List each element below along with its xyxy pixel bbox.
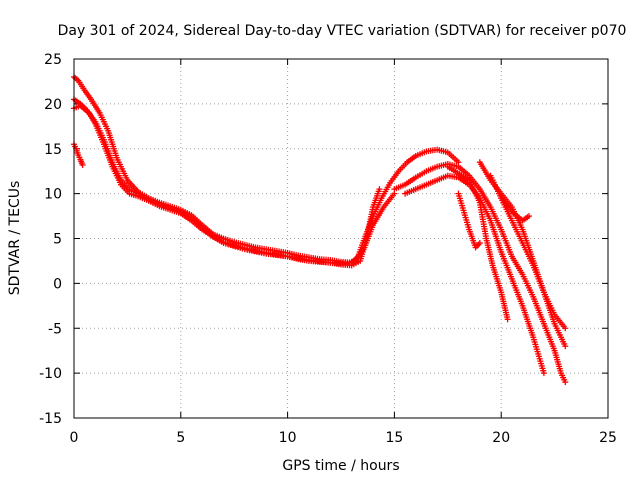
y-tick-label: 25 bbox=[44, 52, 62, 68]
data-point bbox=[540, 370, 547, 377]
data-point bbox=[562, 325, 569, 332]
x-axis-title: GPS time / hours bbox=[282, 458, 399, 474]
x-tick-label: 20 bbox=[492, 430, 510, 446]
y-tick-label: -5 bbox=[48, 321, 62, 337]
y-tick-label: 20 bbox=[44, 97, 62, 113]
x-tick-label: 15 bbox=[385, 430, 403, 446]
y-axis-title: SDTVAR / TECUs bbox=[7, 181, 23, 296]
y-tick-label: 15 bbox=[44, 142, 62, 158]
data-point bbox=[376, 186, 383, 193]
data-point bbox=[562, 379, 569, 386]
tick-labels: 0 5 10 15 20 25 25 20 15 10 5 0 -5 -10 -15 bbox=[39, 52, 617, 446]
x-tick-label: 0 bbox=[70, 430, 79, 446]
y-tick-label: 10 bbox=[44, 187, 62, 203]
y-tick-label: -15 bbox=[39, 411, 62, 427]
y-tick-label: -10 bbox=[39, 366, 62, 382]
y-tick-label: 5 bbox=[53, 232, 62, 248]
x-tick-label: 5 bbox=[176, 430, 185, 446]
x-tick-label: 25 bbox=[599, 430, 617, 446]
data-markers bbox=[71, 73, 569, 386]
data-point bbox=[504, 316, 511, 323]
chart-title: Day 301 of 2024, Sidereal Day-to-day VTE… bbox=[58, 23, 627, 39]
y-tick-label: 0 bbox=[53, 276, 62, 292]
data-point bbox=[79, 161, 86, 168]
data-point bbox=[476, 239, 483, 246]
data-point bbox=[562, 343, 569, 350]
x-tick-label: 10 bbox=[279, 430, 297, 446]
plot-frame bbox=[73, 58, 609, 419]
data-point bbox=[525, 213, 532, 220]
